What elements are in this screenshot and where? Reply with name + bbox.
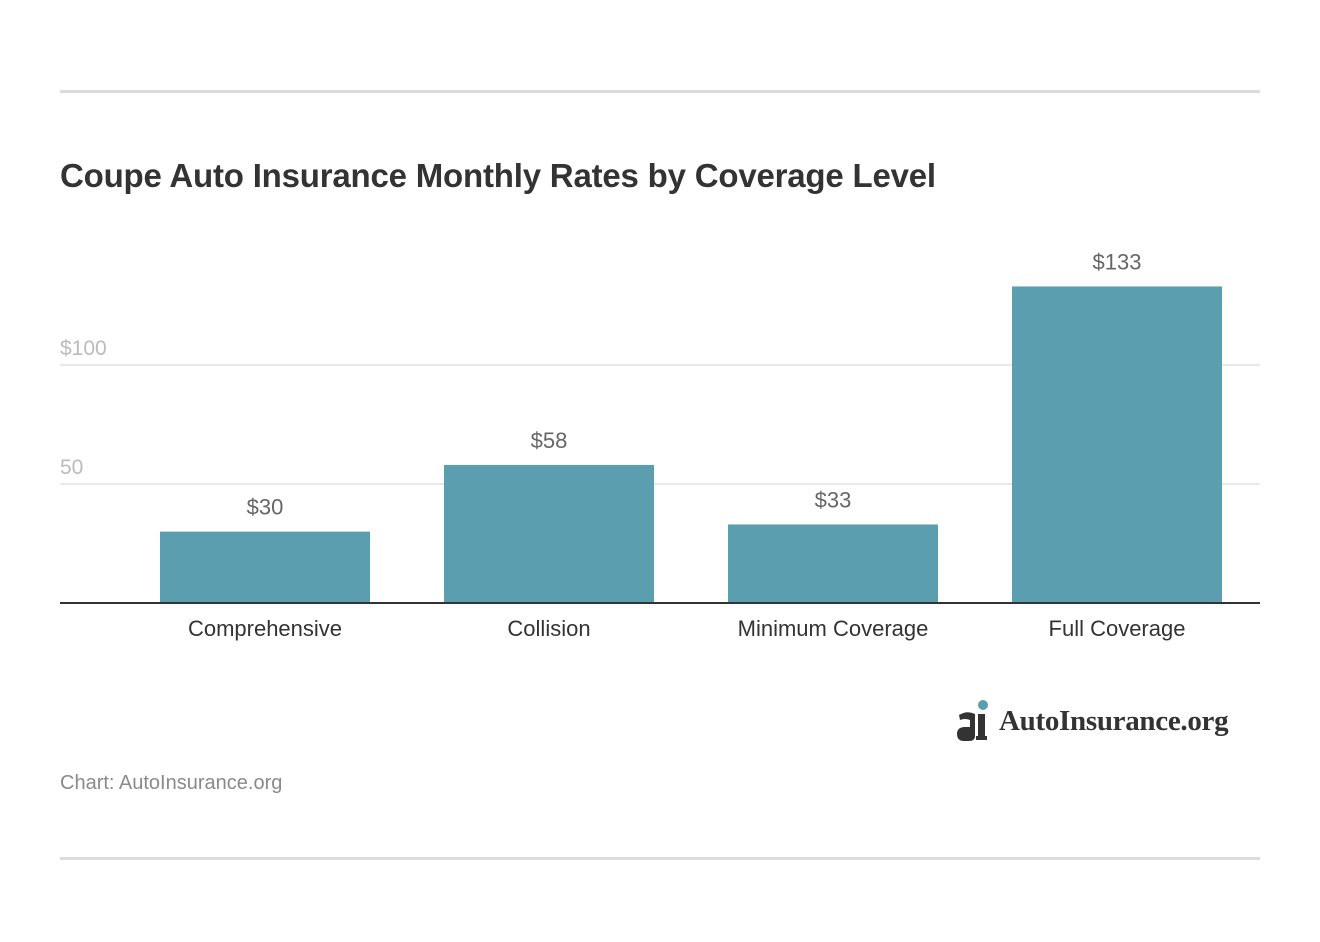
x-tick-label: Minimum Coverage: [738, 616, 929, 641]
bar-chart: 50 $100 $30 Comprehensive $58 Collision $33 Min…: [60, 249, 1260, 641]
brand-logo: AutoInsurance.org: [955, 698, 1229, 744]
x-tick-label: Comprehensive: [188, 616, 342, 641]
bar-value-label: $133: [1093, 249, 1142, 274]
bar-value-label: $58: [531, 428, 568, 453]
bar: [728, 524, 938, 603]
x-tick-label: Collision: [507, 616, 590, 641]
chart-source: Chart: AutoInsurance.org: [60, 772, 283, 794]
bar: [444, 464, 654, 603]
bar-value-label: $30: [247, 495, 284, 520]
x-tick-label: Full Coverage: [1049, 616, 1186, 641]
bar: [1012, 286, 1222, 603]
logo-wordmark: AutoInsurance.org: [999, 704, 1229, 737]
chart-title: Coupe Auto Insurance Monthly Rates by Co…: [60, 157, 936, 194]
bar: [160, 531, 370, 603]
y-tick-label: $100: [60, 337, 107, 360]
top-divider: [60, 90, 1260, 93]
bottom-divider: [60, 857, 1260, 860]
autoinsurance-logo-icon: [957, 700, 988, 741]
y-tick-label: 50: [60, 456, 83, 479]
bar-value-label: $33: [815, 487, 852, 512]
